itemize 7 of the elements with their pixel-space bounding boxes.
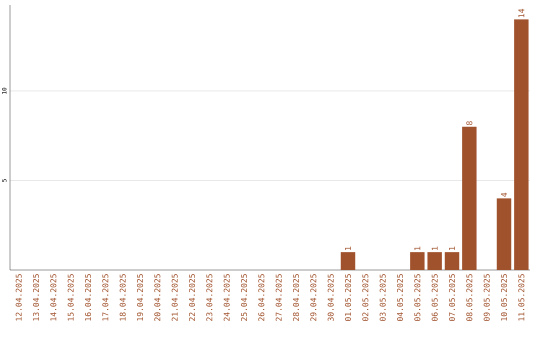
bar <box>444 252 460 270</box>
bar <box>410 252 425 270</box>
bar <box>462 126 477 270</box>
bar <box>514 19 529 270</box>
bar <box>496 198 512 270</box>
bar <box>427 252 442 270</box>
bar <box>340 252 356 270</box>
